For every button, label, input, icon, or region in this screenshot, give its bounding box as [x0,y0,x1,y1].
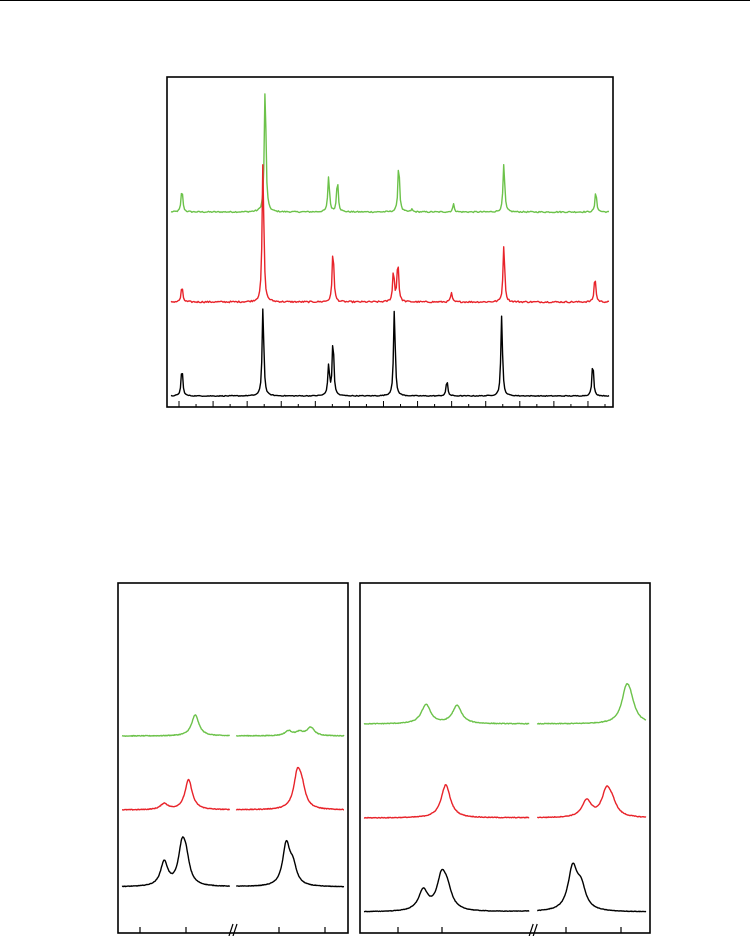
series-line-red [170,164,610,304]
series-line-black [363,868,530,913]
series-line-black [170,308,610,397]
axis-break-mark [532,923,538,936]
page-top-rule [0,0,750,1]
series-line-green [235,726,345,737]
series-line-red [235,766,345,811]
series-line-red [537,785,647,819]
axis-break-mark [528,923,534,936]
plot-frame-lower-left [117,582,349,934]
plot-frame-lower-right [359,582,651,934]
series-line-black [236,839,345,888]
series-line-black [537,862,647,913]
axis-break-mark [228,923,234,936]
series-line-green [170,93,610,214]
series-line-green [363,703,530,725]
series-line-red [121,778,231,811]
plot-frame-main [166,76,614,408]
series-line-green [121,714,230,737]
series-line-red [363,784,530,819]
series-line-green [536,683,647,725]
series-line-black [121,836,230,888]
axis-break-mark [232,923,238,936]
